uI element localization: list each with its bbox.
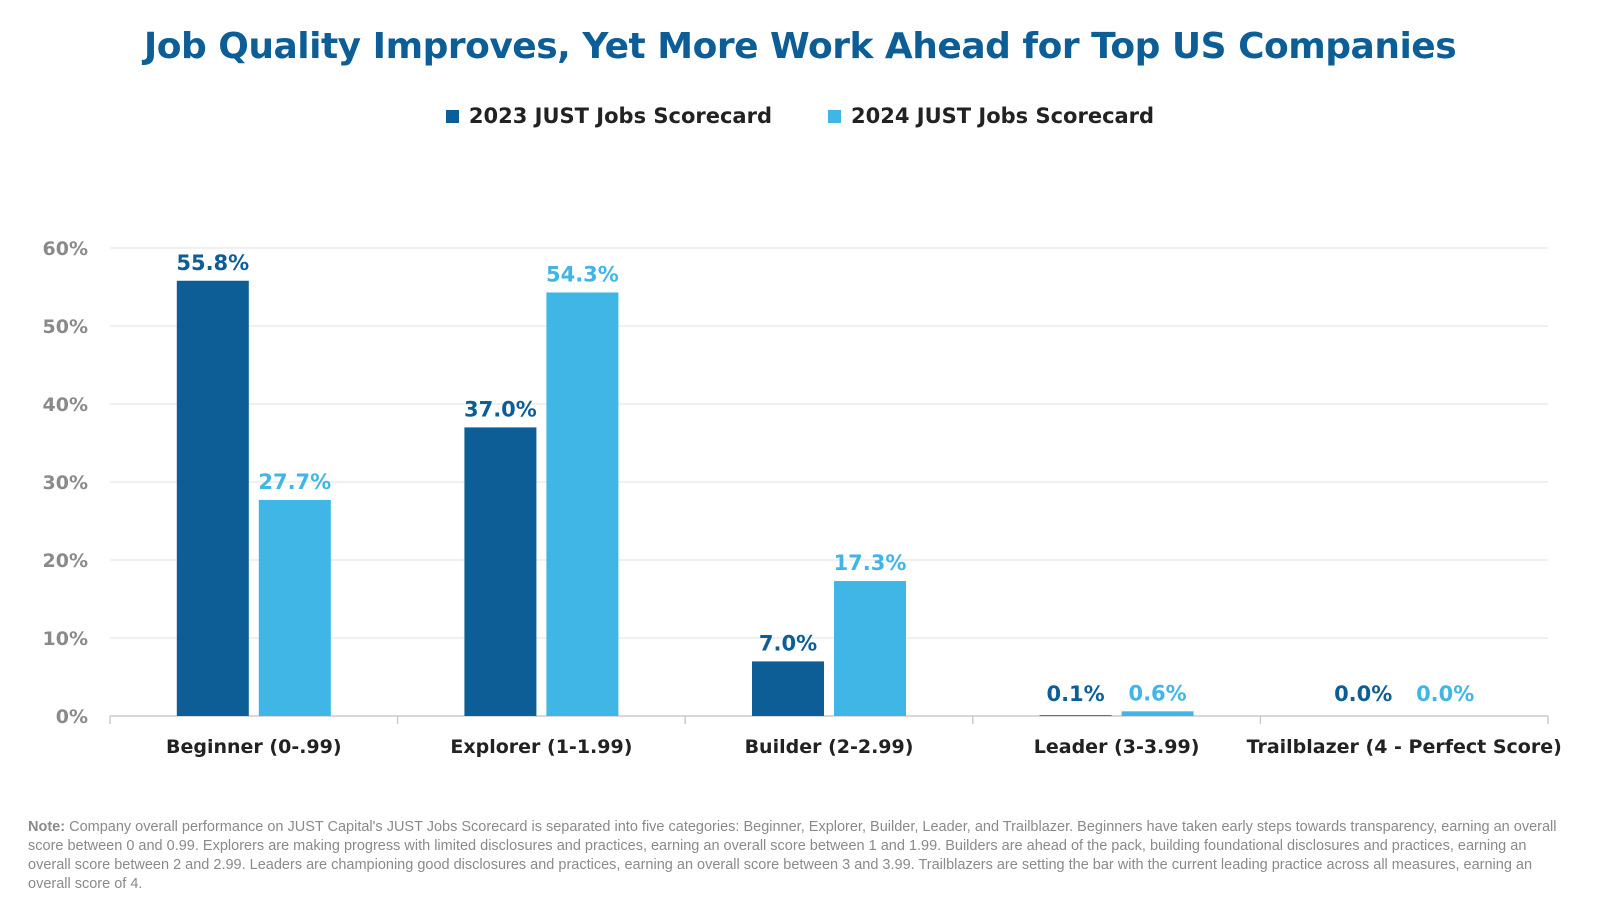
data-label-2024-1: 54.3% xyxy=(546,262,619,286)
legend-item-2023: 2023 JUST Jobs Scorecard xyxy=(445,104,772,128)
bar-2024-2 xyxy=(834,581,906,716)
legend-label-2023: 2023 JUST Jobs Scorecard xyxy=(468,104,772,128)
x-category-label-0: Beginner (0-.99) xyxy=(166,736,342,758)
legend-item-2024: 2024 JUST Jobs Scorecard xyxy=(828,104,1154,128)
x-category-label-3: Leader (3-3.99) xyxy=(1034,736,1200,758)
y-tick-label: 30% xyxy=(43,472,88,494)
bar-2023-3 xyxy=(1039,715,1112,716)
data-label-2023-2: 7.0% xyxy=(759,631,817,655)
x-category-label-2: Builder (2-2.99) xyxy=(745,736,914,758)
chart-note: Note: Company overall performance on JUS… xyxy=(28,818,1558,894)
y-tick-label: 10% xyxy=(43,628,88,650)
legend-swatch-2023 xyxy=(445,109,459,123)
bar-2024-3 xyxy=(1121,711,1194,716)
bar-2024-0 xyxy=(258,499,331,716)
y-tick-label: 60% xyxy=(43,238,88,260)
x-category-label-4: Trailblazer (4 - Perfect Score) xyxy=(1247,736,1562,758)
y-tick-label: 20% xyxy=(43,550,88,572)
y-tick-label: 40% xyxy=(43,394,88,416)
y-tick-label: 50% xyxy=(43,316,88,338)
legend-label-2024: 2024 JUST Jobs Scorecard xyxy=(851,104,1155,128)
data-label-2024-0: 27.7% xyxy=(258,470,331,494)
y-tick-label: 0% xyxy=(56,706,88,728)
note-text: Company overall performance on JUST Capi… xyxy=(28,819,1557,892)
bar-2023-1 xyxy=(464,427,537,716)
data-label-2023-4: 0.0% xyxy=(1334,682,1392,706)
bar-2023-2 xyxy=(752,661,824,716)
data-label-2023-1: 37.0% xyxy=(464,397,537,421)
bar-2023-0 xyxy=(176,280,249,716)
data-label-2024-4: 0.0% xyxy=(1416,682,1474,706)
data-label-2023-0: 55.8% xyxy=(176,251,249,275)
data-label-2024-2: 17.3% xyxy=(834,551,907,575)
legend-swatch-2024 xyxy=(828,109,841,123)
bar-chart: 0% 10% 20% 30% 40% 50% 60% 55.8% 27.7% Beginner (… xyxy=(43,238,1562,758)
data-label-2024-3: 0.6% xyxy=(1128,681,1186,705)
x-category-label-1: Explorer (1-1.99) xyxy=(450,736,632,758)
note-label: Note: xyxy=(28,819,66,835)
chart-title: Job Quality Improves, Yet More Work Ahea… xyxy=(143,26,1457,67)
chart-legend: 2023 JUST Jobs Scorecard 2024 JUST Jobs … xyxy=(0,104,1600,128)
bar-2024-1 xyxy=(546,292,619,716)
data-label-2023-3: 0.1% xyxy=(1046,682,1104,706)
